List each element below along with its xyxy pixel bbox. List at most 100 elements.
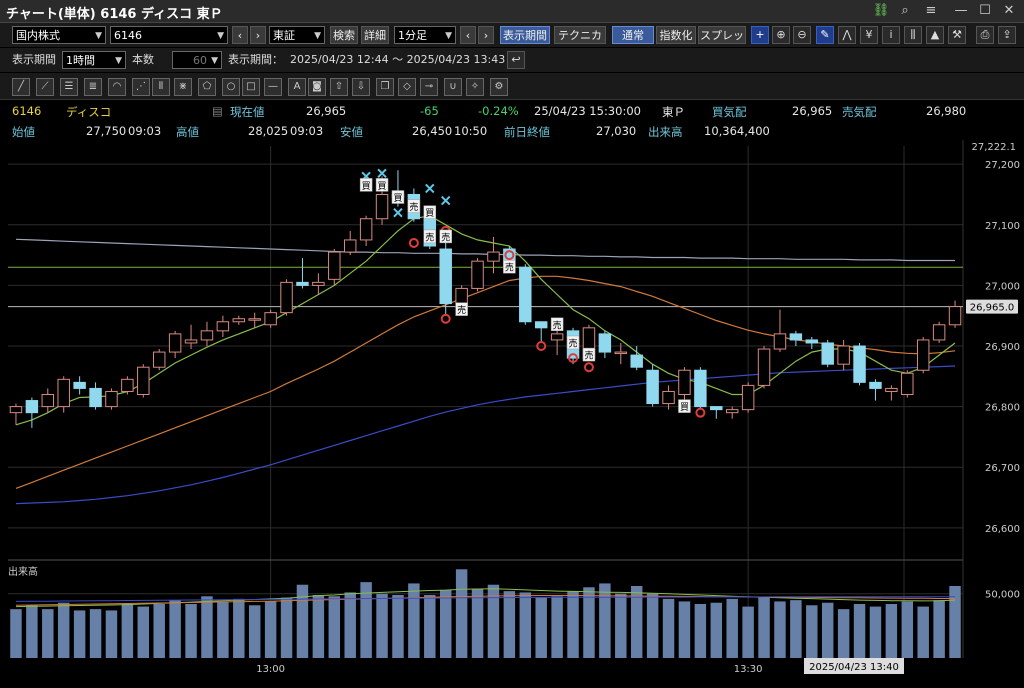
menu-icon[interactable]: ≡ xyxy=(925,3,937,18)
signal-icon[interactable]: ⋀ xyxy=(838,26,856,44)
chevron-down-icon: ▼ xyxy=(211,56,218,66)
circle-marker xyxy=(504,250,515,261)
technical-button[interactable]: テクニカル xyxy=(554,26,606,60)
fan-icon[interactable]: ⋰ xyxy=(132,78,150,96)
volume-bar xyxy=(169,600,181,658)
fib-icon[interactable]: ≣ xyxy=(84,78,102,96)
print-icon[interactable]: ⎙ xyxy=(976,26,994,44)
code-input[interactable]: 6146 ▼ xyxy=(110,26,228,44)
note-icon[interactable]: ▤ xyxy=(212,104,223,118)
zoom-in-icon[interactable]: ⊕ xyxy=(772,26,790,44)
candle-icon[interactable]: ⫼ xyxy=(904,26,922,44)
prev-interval-button[interactable]: ‹ xyxy=(460,26,476,44)
pentagon-icon[interactable]: ⬠ xyxy=(198,78,216,96)
ask-label: 売気配 xyxy=(842,105,877,119)
count-input[interactable]: 60 ▼ xyxy=(172,51,222,69)
text-icon[interactable]: A xyxy=(288,78,306,96)
volume-bar xyxy=(837,609,850,658)
minimize-icon[interactable]: — xyxy=(954,3,968,18)
pen-icon[interactable]: ✎ xyxy=(816,26,834,44)
buy-signal-box xyxy=(375,178,389,192)
volume-bar xyxy=(630,586,643,658)
buy-signal-label: 買 xyxy=(378,181,387,192)
next-interval-button[interactable]: › xyxy=(478,26,494,44)
open-value: 27,750 xyxy=(86,124,127,138)
volume-bar xyxy=(933,600,945,658)
sell-signal-label: 売 xyxy=(441,231,450,243)
volume-bar xyxy=(774,601,786,658)
arrow-down-icon[interactable]: ⇩ xyxy=(352,78,370,96)
info-icon[interactable]: i xyxy=(882,26,900,44)
index-button[interactable]: 指数化 xyxy=(656,26,696,44)
candle-up xyxy=(901,372,914,395)
volume-panel: 50,000 xyxy=(10,569,1020,658)
zoom-out-icon[interactable]: ⊖ xyxy=(793,26,811,44)
reset-icon[interactable]: ↩ xyxy=(507,51,525,69)
magnet-icon[interactable]: ∪ xyxy=(444,78,462,96)
magic-icon[interactable]: ✧ xyxy=(466,78,484,96)
hline-icon[interactable]: — xyxy=(264,78,282,96)
link-icon[interactable]: ⛓ xyxy=(872,3,890,18)
next-code-button[interactable]: › xyxy=(250,26,266,44)
volume-bar xyxy=(790,600,802,658)
area-chart-icon[interactable]: ▲ xyxy=(926,26,944,44)
candle-up xyxy=(41,393,55,408)
copy-icon[interactable]: ❐ xyxy=(376,78,394,96)
candle-up xyxy=(550,333,564,341)
ask-value: 26,980 xyxy=(926,104,967,118)
eraser-icon[interactable]: ◇ xyxy=(398,78,416,96)
volume-bar xyxy=(455,569,468,658)
link-tool-icon[interactable]: ⊸ xyxy=(420,78,438,96)
buy-signal-label: 買 xyxy=(362,181,371,192)
period-select[interactable]: 1時間 ▼ xyxy=(62,51,126,69)
display-period-button[interactable]: 表示期間 xyxy=(500,26,550,44)
candle-down xyxy=(789,333,803,341)
vline-grid-icon[interactable]: ⦀ xyxy=(152,78,170,96)
exchange-select[interactable]: 東証 ▼ xyxy=(269,26,325,44)
normal-button[interactable]: 通常 xyxy=(612,26,654,44)
y-tick-label: 26,700 xyxy=(985,463,1020,474)
market-select[interactable]: 国内株式 ▼ xyxy=(12,26,106,44)
detail-button[interactable]: 詳細 xyxy=(361,26,389,44)
ray-icon[interactable]: ⟋ xyxy=(36,78,54,96)
candle-up xyxy=(184,339,198,344)
circle-icon[interactable]: ○ xyxy=(222,78,240,96)
candle-up xyxy=(359,218,373,241)
tag-icon[interactable]: ◙ xyxy=(308,78,326,96)
maximize-icon[interactable]: ☐ xyxy=(979,3,991,18)
interval-select[interactable]: 1分足 ▼ xyxy=(394,26,456,44)
channel-icon[interactable]: ☰ xyxy=(60,78,78,96)
close-icon[interactable]: ✕ xyxy=(1003,3,1015,18)
volume-bar xyxy=(280,597,293,658)
prev-code-button[interactable]: ‹ xyxy=(232,26,248,44)
volume-bar xyxy=(153,604,165,658)
candle-up xyxy=(678,369,691,395)
search-icon[interactable]: ⌕ xyxy=(901,3,909,18)
arrow-up-icon[interactable]: ⇧ xyxy=(330,78,348,96)
export-icon[interactable]: ⇪ xyxy=(998,26,1016,44)
trendline-icon[interactable]: ╱ xyxy=(12,78,30,96)
spread-button[interactable]: スプレッド xyxy=(698,26,746,60)
arc-icon[interactable]: ◠ xyxy=(108,78,126,96)
open-time: 09:03 xyxy=(128,124,162,138)
ma-very-long-line xyxy=(15,238,955,262)
volume-bar xyxy=(376,593,388,658)
settings-icon[interactable]: ⚙ xyxy=(490,78,508,96)
volume-bar xyxy=(264,601,277,658)
cross-marker xyxy=(377,168,387,178)
add-icon[interactable]: + xyxy=(751,26,769,44)
grid xyxy=(8,140,964,658)
wrench-icon[interactable]: ⚒ xyxy=(948,26,966,44)
candle-down xyxy=(853,345,866,383)
volume-ma-mid xyxy=(15,595,955,606)
chevron-down-icon: ▼ xyxy=(445,31,452,41)
candle-up xyxy=(885,387,898,392)
rect-icon[interactable]: □ xyxy=(242,78,260,96)
sell-signal-label: 売 xyxy=(569,337,578,349)
gann-icon[interactable]: ⋇ xyxy=(174,78,192,96)
circle-marker xyxy=(695,407,706,418)
yen-icon[interactable]: ¥ xyxy=(860,26,878,44)
price-chart[interactable]: 買買買売買売 売売売売売売買 27,20027,10027,00026,90026… xyxy=(0,140,1024,688)
candle-up xyxy=(487,251,500,262)
search-button[interactable]: 検索 xyxy=(330,26,358,44)
